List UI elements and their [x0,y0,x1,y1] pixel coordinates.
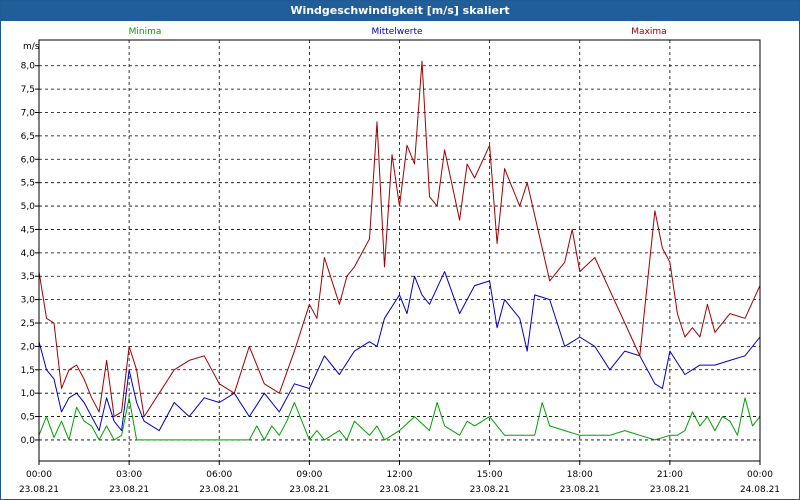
y-tick-label: 1,5 [21,366,35,376]
x-tick-date: 23.08.21 [19,485,59,495]
chart-title: Windgeschwindigkeit [m/s] skaliert [1,1,799,21]
y-tick-label: 4,0 [21,249,36,259]
y-tick-label: 8,0 [21,62,36,72]
series-line-minima [38,397,761,441]
x-tick-time: 12:00 [387,470,413,480]
y-tick-label: 7,0 [21,109,36,119]
y-tick-label: 7,5 [21,85,35,95]
y-tick-label: 5,0 [21,202,36,212]
x-tick-time: 03:00 [116,470,142,480]
x-tick-date: 23.08.21 [470,485,510,495]
legend-minima: Minima [129,27,162,37]
plot-border [38,39,761,462]
y-tick-label: 5,5 [21,179,35,189]
series-line-maxima [38,60,761,418]
x-tick-time: 09:00 [296,470,322,480]
y-tick-label: 6,0 [21,155,36,165]
x-tick-date: 23.08.21 [199,485,239,495]
x-tick-date: 23.08.21 [289,485,329,495]
y-tick-label: 3,0 [21,296,36,306]
x-tick-time: 21:00 [657,470,683,480]
x-tick-time: 00:00 [747,470,773,480]
y-tick-label: 2,5 [21,319,35,329]
x-tick-date: 24.08.21 [740,485,780,495]
series-line-mittelwerte [38,271,761,432]
y-tick-label: 3,5 [21,272,35,282]
legend-maxima: Maxima [631,27,666,37]
legend-mittelwerte: Mittelwerte [371,27,422,37]
x-tick-time: 00:00 [26,470,52,480]
y-tick-label: 6,5 [21,132,35,142]
x-tick-date: 23.08.21 [560,485,600,495]
x-tick-date: 23.08.21 [379,485,419,495]
y-tick-label: 0,0 [21,436,36,446]
y-tick-label: 0,5 [21,413,35,423]
y-axis-unit: m/s [23,42,40,52]
x-tick-time: 06:00 [206,470,232,480]
y-tick-label: 2,0 [21,342,36,352]
y-tick-label: 1,0 [21,389,36,399]
x-tick-time: 15:00 [477,470,503,480]
x-tick-date: 23.08.21 [650,485,690,495]
x-tick-date: 23.08.21 [109,485,149,495]
x-tick-time: 18:00 [567,470,593,480]
y-tick-label: 4,5 [21,225,35,235]
